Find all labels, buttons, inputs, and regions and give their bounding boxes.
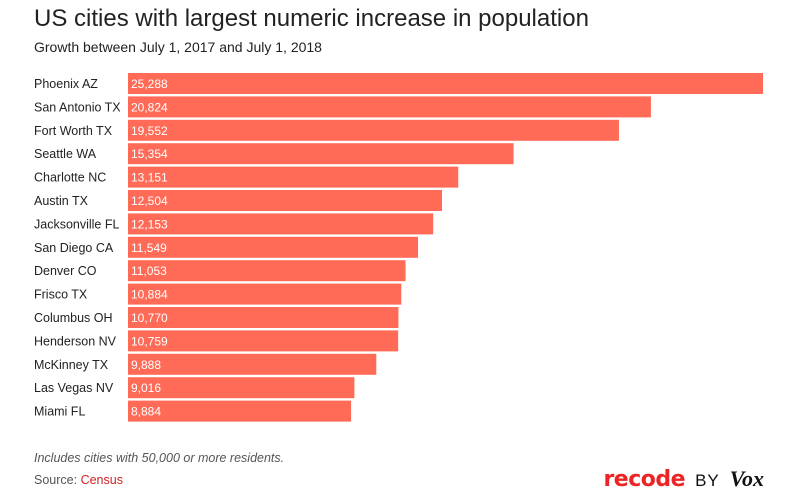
chart-subtitle: Growth between July 1, 2017 and July 1, …: [34, 39, 322, 55]
value-label-charlotte-nc: 13,151: [131, 171, 168, 185]
bar-seattle-wa: [128, 143, 514, 165]
recode-by-vox-logo: recode BY Vox: [603, 466, 764, 492]
value-label-phoenix-az: 25,288: [131, 77, 168, 91]
category-label-columbus-oh: Columbus OH: [34, 311, 113, 325]
value-label-fort-worth-tx: 19,552: [131, 124, 168, 138]
source-prefix: Source:: [34, 473, 81, 487]
bar-san-antonio-tx: [128, 96, 651, 118]
bar-denver-co: [128, 260, 406, 282]
bar-san-diego-ca: [128, 236, 419, 258]
source-line: Source: Census: [34, 473, 123, 487]
value-label-jacksonville-fl: 12,153: [131, 217, 168, 231]
bar-henderson-nv: [128, 330, 399, 352]
logo-by-text: BY: [695, 471, 720, 490]
bars-group: [128, 73, 763, 422]
bar-las-vegas-nv: [128, 377, 355, 399]
value-labels-group: 25,288 20,824 19,552 15,354 13,151 12,504 12,1…: [131, 77, 168, 419]
category-label-seattle-wa: Seattle WA: [34, 147, 97, 161]
footnote: Includes cities with 50,000 or more resi…: [34, 451, 285, 465]
category-label-frisco-tx: Frisco TX: [34, 288, 88, 302]
bar-charlotte-nc: [128, 166, 459, 188]
category-label-mckinney-tx: McKinney TX: [34, 358, 109, 372]
bar-columbus-oh: [128, 307, 399, 328]
category-label-las-vegas-nv: Las Vegas NV: [34, 381, 114, 395]
bar-miami-fl: [128, 400, 352, 422]
value-label-austin-tx: 12,504: [131, 194, 168, 208]
category-label-san-diego-ca: San Diego CA: [34, 241, 114, 255]
bar-fort-worth-tx: [128, 119, 619, 141]
source-link[interactable]: Census: [80, 473, 123, 487]
bar-mckinney-tx: [128, 353, 377, 375]
value-label-columbus-oh: 10,770: [131, 311, 168, 325]
category-label-san-antonio-tx: San Antonio TX: [34, 100, 121, 114]
category-label-henderson-nv: Henderson NV: [34, 334, 117, 348]
category-label-denver-co: Denver CO: [34, 264, 97, 278]
category-label-fort-worth-tx: Fort Worth TX: [34, 124, 113, 138]
recode-logo: recode: [603, 467, 686, 492]
value-label-miami-fl: 8,884: [131, 405, 161, 419]
category-label-phoenix-az: Phoenix AZ: [34, 77, 98, 91]
bar-austin-tx: [128, 190, 442, 211]
category-labels-group: Phoenix AZ San Antonio TX Fort Worth TX Sea…: [34, 77, 121, 419]
bar-phoenix-az: [128, 73, 763, 94]
value-label-san-diego-ca: 11,549: [131, 241, 167, 255]
value-label-denver-co: 11,053: [131, 264, 167, 278]
category-label-charlotte-nc: Charlotte NC: [34, 171, 106, 185]
value-label-las-vegas-nv: 9,016: [131, 381, 161, 395]
category-label-austin-tx: Austin TX: [34, 194, 89, 208]
vox-logo: Vox: [729, 466, 764, 491]
category-label-miami-fl: Miami FL: [34, 405, 85, 419]
value-label-seattle-wa: 15,354: [131, 147, 168, 161]
chart-title: US cities with largest numeric increase …: [34, 5, 589, 32]
bar-frisco-tx: [128, 283, 402, 305]
value-label-san-antonio-tx: 20,824: [131, 100, 168, 114]
bar-jacksonville-fl: [128, 213, 434, 235]
value-label-mckinney-tx: 9,888: [131, 358, 161, 372]
bar-chart: Phoenix AZ San Antonio TX Fort Worth TX Sea…: [34, 73, 763, 422]
category-label-jacksonville-fl: Jacksonville FL: [34, 217, 119, 231]
value-label-henderson-nv: 10,759: [131, 334, 168, 348]
value-label-frisco-tx: 10,884: [131, 288, 168, 302]
